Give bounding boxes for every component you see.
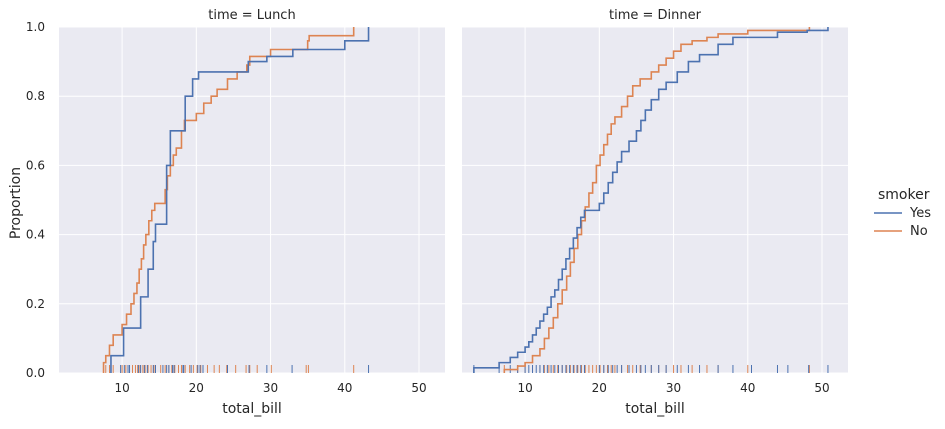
panel-dinner: 10 20 30 40 50 time = Dinner total_bill — [462, 8, 848, 417]
y-tick-label: 0.0 — [26, 366, 45, 380]
ecdf-line-yes — [110, 27, 370, 373]
x-tick-label: 20 — [592, 381, 607, 395]
x-axis-label: total_bill — [625, 401, 685, 417]
x-tick-label: 20 — [189, 381, 204, 395]
x-tick-label: 40 — [740, 381, 755, 395]
y-tick-label: 0.2 — [26, 297, 45, 311]
x-tick-label: 40 — [337, 381, 352, 395]
y-tick-label: 0.6 — [26, 158, 45, 172]
y-tick-label: 0.4 — [26, 228, 45, 242]
y-tick-label: 0.8 — [26, 89, 45, 103]
x-axis-label: total_bill — [222, 401, 282, 417]
y-axis-label: Proportion — [8, 167, 24, 239]
legend-entry-no: No — [874, 224, 928, 239]
x-tick-label: 50 — [411, 381, 426, 395]
x-tick-label: 50 — [814, 381, 829, 395]
panel-title: time = Dinner — [609, 8, 702, 23]
panel-lunch: 10 20 30 40 50 0.0 0.2 0.4 0.6 0.8 1.0 time = Lunch… — [26, 8, 445, 417]
x-tick-label: 30 — [263, 381, 278, 395]
plot-background — [59, 27, 445, 373]
ecdf-line-no — [503, 27, 811, 373]
legend: smoker Yes No — [874, 187, 931, 239]
ecdf-line-yes — [473, 27, 829, 373]
legend-label-no: No — [910, 224, 928, 239]
x-tick-label: 10 — [517, 381, 532, 395]
x-tick-label: 10 — [114, 381, 129, 395]
panel-title: time = Lunch — [208, 8, 295, 23]
legend-label-yes: Yes — [909, 206, 931, 221]
plot-background — [462, 27, 848, 373]
legend-entry-yes: Yes — [874, 206, 931, 221]
x-tick-label: 30 — [666, 381, 681, 395]
y-tick-label: 1.0 — [26, 20, 45, 34]
legend-title: smoker — [878, 187, 930, 203]
